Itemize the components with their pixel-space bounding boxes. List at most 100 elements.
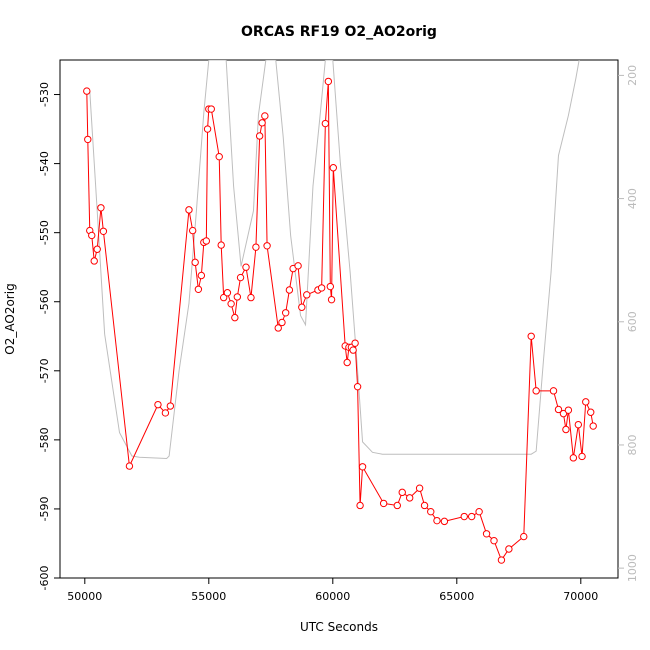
data-point bbox=[475, 507, 483, 516]
data-point bbox=[329, 164, 337, 172]
data-point bbox=[263, 242, 271, 250]
secondary-line bbox=[89, 60, 580, 460]
data-point bbox=[217, 241, 225, 249]
data-point bbox=[203, 125, 212, 133]
data-point bbox=[99, 227, 108, 235]
data-point bbox=[321, 119, 330, 128]
data-point bbox=[191, 258, 199, 267]
right-tick-label: 800 bbox=[626, 434, 639, 455]
data-point bbox=[83, 87, 91, 95]
data-point bbox=[93, 245, 101, 253]
data-point bbox=[520, 532, 528, 541]
x-tick-label: 70000 bbox=[563, 590, 598, 603]
data-point bbox=[582, 398, 590, 406]
data-point bbox=[281, 309, 290, 317]
y-tick-label: -580 bbox=[38, 427, 51, 452]
data-point bbox=[427, 507, 435, 516]
data-point bbox=[188, 226, 197, 235]
x-tick-label: 55000 bbox=[191, 590, 226, 603]
data-point bbox=[405, 494, 414, 502]
data-point bbox=[532, 387, 540, 395]
data-point bbox=[420, 501, 429, 510]
y-tick-label: -550 bbox=[38, 220, 51, 245]
x-axis: 50000 55000 60000 65000 70000 bbox=[67, 578, 598, 603]
x-tick-label: 60000 bbox=[315, 590, 350, 603]
data-point bbox=[90, 257, 98, 265]
data-point bbox=[527, 332, 535, 340]
data-point bbox=[467, 512, 476, 521]
right-tick-label: 600 bbox=[626, 311, 639, 332]
data-point bbox=[353, 382, 362, 391]
y-axis: -600 -590 -580 -570 -560 -550 -540 -530 bbox=[38, 82, 60, 590]
data-point bbox=[125, 462, 134, 470]
data-point bbox=[349, 346, 357, 354]
data-point bbox=[252, 243, 260, 251]
data-point bbox=[278, 318, 286, 327]
data-point bbox=[227, 300, 235, 308]
data-point bbox=[166, 402, 175, 410]
data-point bbox=[343, 358, 351, 367]
data-point bbox=[231, 313, 239, 322]
data-point bbox=[255, 132, 264, 140]
data-point bbox=[242, 263, 250, 271]
data-point bbox=[247, 293, 255, 302]
data-point bbox=[490, 537, 498, 545]
series-secondary bbox=[89, 60, 580, 460]
data-point bbox=[274, 324, 282, 332]
right-tick-label: 1000 bbox=[626, 554, 639, 582]
data-point bbox=[326, 282, 335, 291]
data-point bbox=[433, 516, 441, 525]
data-point bbox=[554, 405, 563, 414]
data-point bbox=[261, 112, 269, 120]
y-axis-label: O2_AO2orig bbox=[3, 283, 17, 354]
data-point bbox=[393, 501, 401, 510]
data-point bbox=[233, 293, 242, 301]
data-point bbox=[351, 339, 359, 347]
data-point bbox=[223, 289, 232, 297]
data-point bbox=[215, 152, 223, 161]
right-tick-label: 200 bbox=[626, 65, 639, 86]
data-point bbox=[303, 291, 311, 299]
data-point bbox=[219, 293, 228, 302]
data-point bbox=[564, 406, 573, 414]
data-point bbox=[161, 409, 170, 417]
data-point bbox=[327, 295, 336, 304]
series-primary bbox=[83, 77, 597, 564]
data-point bbox=[587, 408, 595, 416]
data-point bbox=[88, 231, 96, 240]
data-point bbox=[154, 400, 162, 409]
data-point bbox=[236, 273, 245, 282]
chart-title: ORCAS RF19 O2_AO2orig bbox=[241, 24, 437, 40]
right-axis: 200 400 600 800 1000 bbox=[618, 65, 639, 582]
data-point bbox=[97, 204, 105, 212]
data-point bbox=[460, 512, 468, 521]
y-tick-label: -530 bbox=[38, 82, 51, 107]
data-point bbox=[185, 206, 193, 214]
x-tick-label: 50000 bbox=[67, 590, 102, 603]
data-point bbox=[84, 135, 92, 144]
data-point bbox=[324, 77, 333, 86]
data-point bbox=[440, 517, 449, 526]
data-point bbox=[358, 463, 367, 471]
right-tick-label: 400 bbox=[626, 188, 639, 209]
data-point bbox=[294, 262, 302, 270]
data-point bbox=[398, 488, 406, 497]
x-tick-label: 65000 bbox=[439, 590, 474, 603]
data-point bbox=[415, 484, 424, 492]
y-tick-label: -570 bbox=[38, 358, 51, 383]
data-point bbox=[285, 286, 294, 294]
data-point bbox=[482, 530, 491, 538]
data-point bbox=[194, 285, 203, 294]
data-point bbox=[202, 237, 211, 245]
data-point bbox=[562, 425, 570, 434]
data-point bbox=[197, 271, 206, 280]
data-point bbox=[549, 387, 558, 395]
data-point bbox=[559, 409, 568, 418]
y-tick-label: -600 bbox=[38, 566, 51, 591]
data-point bbox=[207, 105, 215, 113]
data-point bbox=[258, 119, 266, 127]
data-point bbox=[497, 556, 506, 564]
data-point bbox=[356, 501, 364, 510]
y-tick-label: -540 bbox=[38, 151, 51, 176]
